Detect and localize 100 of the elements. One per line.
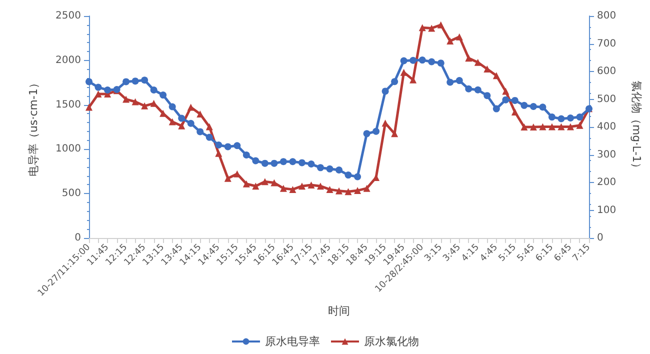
- point: [548, 123, 556, 130]
- point: [418, 24, 426, 32]
- point: [252, 157, 260, 164]
- point: [539, 123, 546, 130]
- point: [502, 88, 510, 95]
- point: [530, 102, 537, 110]
- point: [363, 184, 370, 192]
- point: [308, 181, 315, 188]
- point: [372, 174, 380, 182]
- point: [492, 72, 500, 80]
- y2-tick-label: 700: [597, 38, 616, 50]
- point: [206, 123, 213, 130]
- point: [400, 68, 408, 76]
- point: [104, 86, 112, 94]
- y2-tick-label: 600: [597, 66, 616, 77]
- point: [261, 160, 268, 167]
- y2-tick-label: 200: [597, 177, 616, 188]
- point: [178, 114, 186, 122]
- point: [400, 57, 408, 64]
- point: [187, 104, 194, 111]
- point: [418, 56, 426, 64]
- point: [484, 92, 491, 100]
- point: [354, 173, 362, 180]
- point: [280, 184, 287, 192]
- point: [474, 58, 482, 66]
- point: [428, 58, 436, 66]
- y2-tick-label: 800: [597, 10, 616, 22]
- point: [132, 78, 139, 85]
- point: [446, 78, 454, 86]
- point: [270, 179, 278, 186]
- point: [539, 104, 546, 111]
- point: [196, 110, 204, 118]
- point: [86, 104, 92, 111]
- point: [308, 160, 315, 168]
- point: [280, 158, 287, 166]
- point: [215, 150, 222, 157]
- point: [150, 86, 158, 94]
- point: [520, 124, 528, 130]
- point: [150, 100, 158, 107]
- point: [261, 178, 268, 186]
- point: [141, 102, 148, 110]
- point: [168, 118, 176, 126]
- point: [298, 182, 306, 190]
- point: [326, 165, 334, 172]
- y-tick-label: 500: [62, 188, 81, 200]
- point: [446, 37, 454, 44]
- point: [336, 166, 342, 174]
- point: [492, 105, 500, 112]
- y-tick-label: 2500: [56, 10, 81, 22]
- point: [242, 151, 250, 158]
- point: [160, 92, 167, 99]
- point: [372, 128, 380, 135]
- y2-tick-label: 100: [597, 204, 616, 216]
- point: [289, 186, 296, 193]
- point: [456, 33, 463, 40]
- y-tick-label: 2000: [56, 54, 81, 66]
- point: [576, 122, 584, 129]
- point: [86, 78, 92, 86]
- point: [224, 174, 232, 182]
- point: [122, 78, 130, 86]
- point: [94, 90, 102, 98]
- point: [548, 114, 556, 121]
- x-axis-title: 时间: [328, 304, 350, 318]
- point: [566, 114, 574, 122]
- point: [511, 96, 518, 104]
- point: [178, 122, 186, 130]
- point: [566, 123, 574, 130]
- y-tick-label: 1500: [56, 99, 81, 110]
- point: [437, 60, 444, 67]
- point: [437, 21, 444, 28]
- point: [344, 188, 352, 196]
- point: [428, 24, 436, 32]
- point: [215, 142, 222, 149]
- y2-tick-label: 500: [597, 94, 616, 105]
- point: [530, 124, 537, 130]
- y2-tick-label: 400: [597, 122, 616, 132]
- point: [410, 56, 417, 64]
- y-tick-label: 0: [74, 232, 81, 244]
- point: [298, 159, 306, 166]
- point: [363, 130, 370, 138]
- point: [511, 108, 518, 116]
- y2-tick-label: 0: [597, 232, 604, 244]
- point: [391, 78, 398, 86]
- point: [316, 182, 324, 190]
- point: [465, 54, 472, 62]
- point: [187, 120, 194, 127]
- point: [520, 102, 528, 109]
- legend-label: 原水电导率: [265, 335, 320, 348]
- y-tick-label: 1000: [56, 144, 81, 155]
- point: [354, 187, 362, 194]
- point: [558, 115, 565, 122]
- point: [456, 77, 463, 84]
- point: [474, 86, 482, 94]
- point: [316, 164, 324, 172]
- point: [344, 172, 352, 179]
- point: [558, 123, 565, 130]
- point: [576, 114, 584, 121]
- point: [326, 186, 334, 193]
- y2-tick-label: 300: [597, 149, 616, 160]
- point: [122, 96, 130, 103]
